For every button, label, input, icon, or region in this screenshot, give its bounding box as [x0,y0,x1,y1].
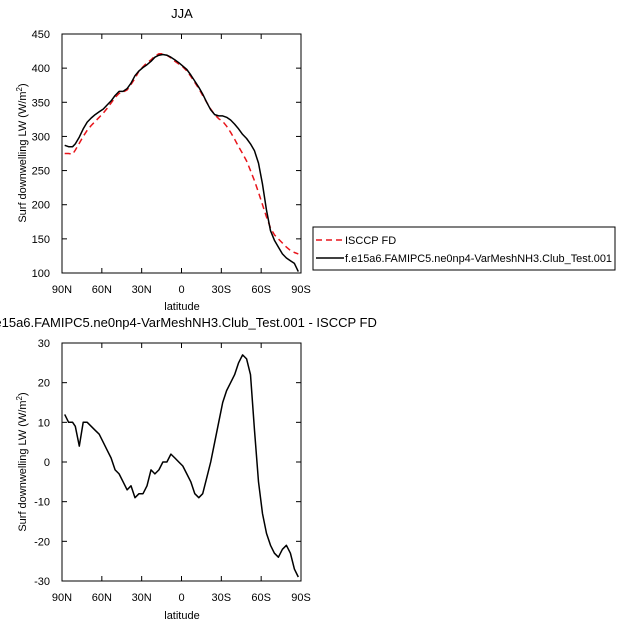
top-series [64,53,299,272]
top-chart-frame [61,33,302,274]
y-tick-label: 400 [32,63,50,75]
top-y-ticks: 100 150 200 250 300 350 400 450 [32,29,301,280]
y-tick-label: 30 [38,338,50,350]
y-tick-label: 100 [32,268,50,280]
bottom-chart: f.e15a6.FAMIPC5.ne0np4-VarMeshNH3.Club_T… [0,315,377,622]
y-tick-label: 10 [38,417,50,429]
bottom-chart-frame [61,342,302,582]
y-tick-label: 450 [32,29,50,41]
top-chart: JJA 100 150 200 250 300 350 400 450 90N 60N 30N 0 3… [15,6,616,313]
y-tick-label: -20 [34,536,50,548]
x-tick-label: 30S [212,284,232,296]
x-tick-label: 90S [291,284,311,296]
top-x-ticks: 90N 60N 30N 0 30S 60S 90S [52,34,311,296]
x-tick-label: 60S [251,592,271,604]
y-tick-label: -30 [34,576,50,588]
x-tick-label: 30N [132,284,152,296]
top-chart-title: JJA [171,6,193,21]
bottom-y-axis-title: Surf downwelling LW (W/m2) [15,392,29,531]
bottom-x-ticks: 90N 60N 30N 0 30S 60S 90S [52,343,311,604]
y-tick-label: 150 [32,234,50,246]
x-tick-label: 0 [178,592,184,604]
bottom-x-axis-title: latitude [164,610,199,622]
x-tick-label: 0 [178,284,184,296]
x-tick-label: 90N [52,592,72,604]
x-tick-label: 60N [92,592,112,604]
bottom-chart-title: f.e15a6.FAMIPC5.ne0np4-VarMeshNH3.Club_T… [0,315,377,330]
series-line-0-1 [64,53,299,272]
x-tick-label: 90N [52,284,72,296]
legend-label-isccp: ISCCP FD [345,235,396,247]
top-y-axis-title: Surf downwelling LW (W/m2) [15,83,29,222]
x-tick-label: 60S [251,284,271,296]
series-line-1-0 [64,354,299,578]
top-x-axis-title: latitude [164,301,199,313]
y-tick-label: 350 [32,97,50,109]
x-tick-label: 30S [212,592,232,604]
y-tick-label: 250 [32,166,50,178]
series-line-0-0 [64,53,299,255]
y-tick-label: -10 [34,497,50,509]
y-tick-label: 20 [38,378,50,390]
bottom-y-ticks: -30 -20 -10 0 10 20 30 [34,338,301,588]
x-tick-label: 30N [132,592,152,604]
legend-box [312,226,616,271]
bottom-series [64,354,299,578]
y-tick-label: 300 [32,131,50,143]
y-tick-label: 0 [44,457,50,469]
y-tick-label: 200 [32,200,50,212]
x-tick-label: 60N [92,284,112,296]
legend-label-model: f.e15a6.FAMIPC5.ne0np4-VarMeshNH3.Club_T… [345,253,612,265]
legend: ISCCP FD f.e15a6.FAMIPC5.ne0np4-VarMeshN… [312,226,616,271]
x-tick-label: 90S [291,592,311,604]
